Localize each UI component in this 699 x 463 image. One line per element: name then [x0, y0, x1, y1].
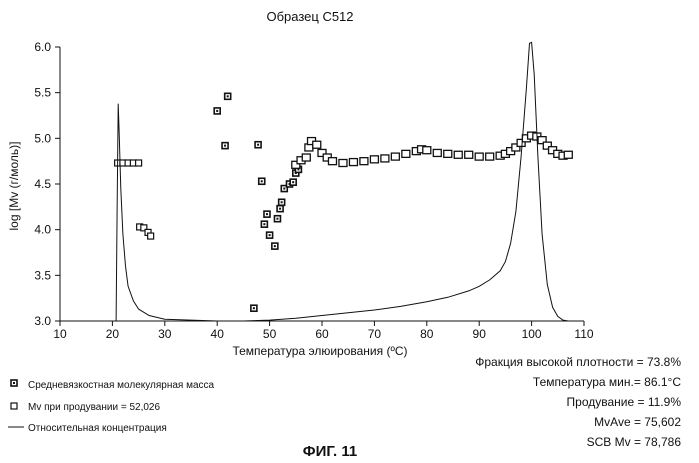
chart-title: Образец С512	[266, 9, 353, 24]
stat-mvave: MvAve = 75,602	[594, 415, 681, 429]
stats-block: Фракция высокой плотности = 73.8% Темпер…	[475, 355, 681, 449]
stat-min-temperature: Температура мин.= 86.1°C	[533, 375, 681, 389]
point-mv-viscosity-core	[266, 213, 268, 215]
stat-scb-mv: SCB Mv = 78,786	[587, 435, 682, 449]
point-mv-purge-trace	[444, 150, 452, 157]
point-mv-viscosity-core	[224, 145, 226, 147]
x-tick-label: 100	[522, 327, 542, 341]
point-mv-viscosity-core	[292, 181, 294, 183]
point-mv-viscosity-core	[261, 180, 263, 182]
y-tick-label: 6.0	[34, 40, 51, 54]
legend-marker-filled-core	[13, 382, 15, 384]
x-ticks: 10 20 30 40 50 60 70 80 90 100 110	[53, 321, 594, 341]
point-mv-viscosity-core	[227, 95, 229, 97]
legend-item-mv-purge: Mv при продувании = 52,026	[11, 402, 160, 413]
point-mv-purge-trace	[328, 158, 336, 165]
point-mv-purge-trace	[402, 150, 410, 157]
y-tick-label: 3.0	[34, 314, 51, 328]
y-ticks: 3.0 3.5 4.0 4.5 5.0 5.5 6.0	[34, 40, 60, 328]
x-axis-label: Температура элюирования (ºC)	[232, 344, 407, 358]
point-mv-viscosity-core	[263, 223, 265, 225]
point-mv-purge-trace	[475, 153, 483, 160]
point-mv-viscosity-core	[257, 144, 259, 146]
point-mv-purge-trace	[381, 155, 389, 162]
point-mv-purge-trace	[391, 153, 399, 160]
legend-marker-open	[11, 403, 17, 409]
x-tick-label: 30	[158, 327, 172, 341]
point-mv-purge-trace	[564, 151, 572, 158]
point-mv-viscosity-core	[269, 234, 271, 236]
legend: Средневязкостная молекулярная масса Mv п…	[8, 380, 215, 434]
x-tick-label: 40	[211, 327, 225, 341]
point-mv-purge-trace	[349, 159, 357, 166]
x-tick-label: 90	[473, 327, 487, 341]
y-tick-label: 5.5	[34, 86, 51, 100]
y-tick-label: 4.5	[34, 177, 51, 191]
legend-label: Mv при продувании = 52,026	[28, 402, 160, 413]
series-line-concentration	[115, 42, 568, 321]
point-mv-purge-trace	[433, 149, 441, 156]
x-tick-label: 50	[263, 327, 277, 341]
point-mv-purge-trace	[423, 147, 431, 154]
x-tick-label: 80	[420, 327, 434, 341]
point-mv-purge-trace	[360, 158, 368, 165]
x-tick-label: 20	[106, 327, 120, 341]
point-mv-purge-trace	[302, 154, 310, 161]
stat-purge: Продувание = 11.9%	[567, 395, 682, 409]
point-mv-purge-trace	[339, 159, 347, 166]
legend-item-mv-viscosity: Средневязкостная молекулярная масса	[11, 380, 215, 391]
y-tick-label: 3.5	[34, 268, 51, 282]
x-tick-label: 60	[315, 327, 329, 341]
y-axis-label: log [Mv (г/моль)]	[7, 142, 21, 231]
point-mv-purge-trace	[370, 156, 378, 163]
point-mv-purge	[136, 160, 142, 166]
legend-label: Относительная концентрация	[28, 423, 167, 434]
point-mv-purge-trace	[465, 151, 473, 158]
point-mv-purge-trace	[313, 141, 321, 148]
stat-high-density-fraction: Фракция высокой плотности = 73.8%	[475, 355, 681, 369]
legend-label: Средневязкостная молекулярная масса	[28, 380, 215, 391]
point-mv-purge-trace	[486, 153, 494, 160]
point-mv-viscosity-core	[281, 201, 283, 203]
point-mv-viscosity-core	[279, 208, 281, 210]
plot-area	[115, 42, 573, 321]
legend-item-concentration: Относительная концентрация	[8, 423, 167, 434]
x-tick-label: 10	[53, 327, 67, 341]
point-mv-purge-trace	[454, 151, 462, 158]
point-mv-viscosity-core	[274, 245, 276, 247]
y-tick-label: 4.0	[34, 223, 51, 237]
figure-caption: ФИГ. 11	[303, 443, 357, 460]
y-tick-label: 5.0	[34, 131, 51, 145]
point-mv-viscosity-core	[253, 307, 255, 309]
point-mv-purge	[148, 233, 154, 239]
x-tick-label: 110	[574, 327, 593, 341]
x-tick-label: 70	[368, 327, 382, 341]
point-mv-viscosity-core	[216, 110, 218, 112]
point-mv-viscosity-core	[283, 188, 285, 190]
point-mv-viscosity-core	[276, 218, 278, 220]
